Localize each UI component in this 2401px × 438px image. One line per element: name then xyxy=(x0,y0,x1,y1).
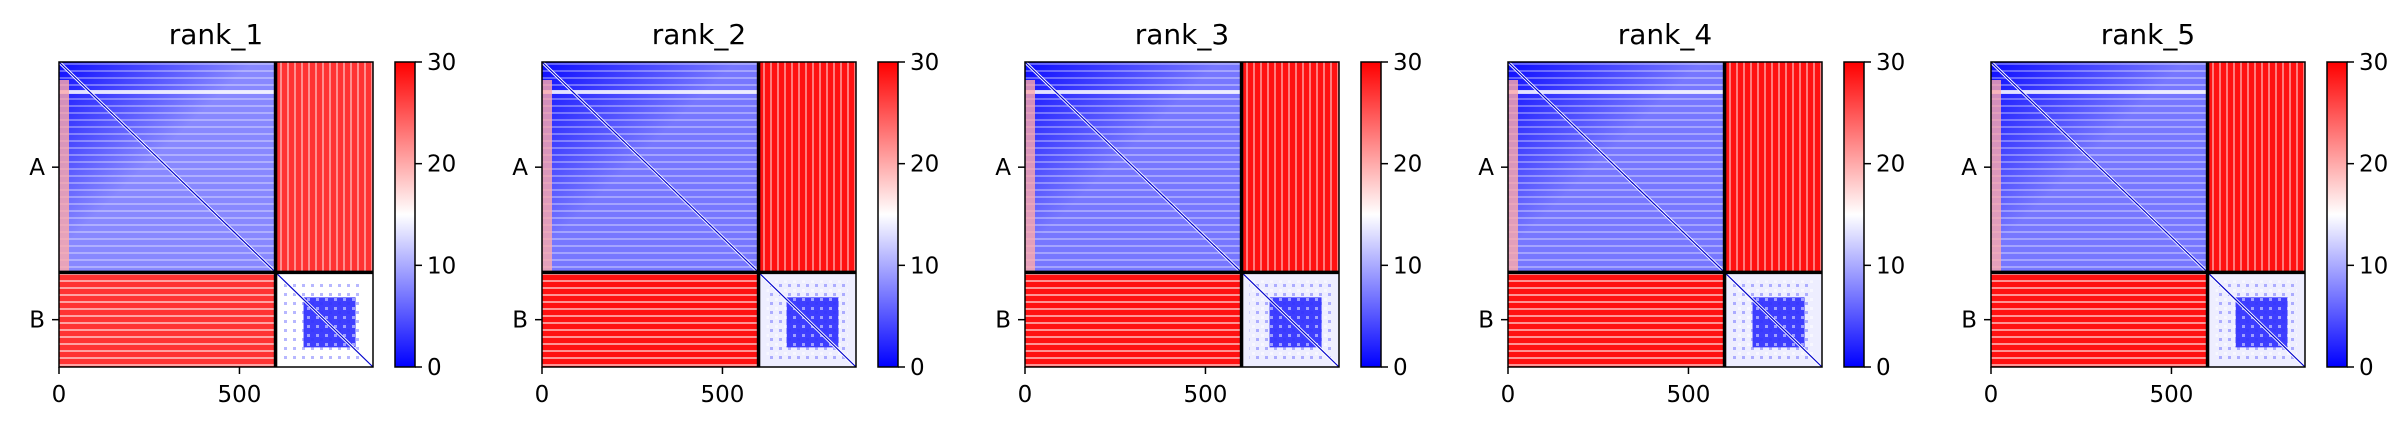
colorbar-frame xyxy=(394,61,416,368)
x-tick-label-0: 0 xyxy=(1501,382,1516,408)
plot-frame xyxy=(1507,61,1823,368)
x-tick-label-500: 500 xyxy=(2150,382,2194,408)
colorbar-tick-label-30: 30 xyxy=(2359,50,2388,76)
colorbar-tick-label-0: 0 xyxy=(1876,355,1891,381)
colorbar xyxy=(1361,62,1381,367)
colorbar-tick-label-20: 20 xyxy=(1393,152,1422,178)
panel-title: rank_1 xyxy=(169,18,263,51)
plot-frame xyxy=(541,61,857,368)
x-tick-label-500: 500 xyxy=(1184,382,1228,408)
block-a-a-band xyxy=(542,90,759,94)
colorbar-tick-label-30: 30 xyxy=(427,50,456,76)
colorbar xyxy=(878,62,898,367)
block-a-a-band xyxy=(59,90,276,94)
colorbar-tick-label-10: 10 xyxy=(1876,253,1905,279)
colorbar xyxy=(395,62,415,367)
diagonal-core xyxy=(1990,61,2306,368)
colorbar-tick-label-20: 20 xyxy=(427,152,456,178)
block-b-a-texture xyxy=(59,272,276,367)
block-a-a-edge xyxy=(1991,80,2001,273)
diagonal-core xyxy=(541,61,857,368)
block-a-a-band xyxy=(1025,90,1242,94)
y-tick-label-A: A xyxy=(1961,155,1977,181)
block-a-b-texture xyxy=(1724,62,1822,273)
colorbar xyxy=(2327,62,2347,367)
block-a-b-texture xyxy=(1241,62,1339,273)
block-a-b-texture xyxy=(758,62,856,273)
pae-panel-4: rank_4 A B 0 500 0 10 20 30 xyxy=(1478,18,1905,408)
panel-title: rank_2 xyxy=(652,18,746,51)
plot-frame xyxy=(1990,61,2306,368)
block-a-a-edge xyxy=(1025,80,1035,273)
colorbar-tick-label-0: 0 xyxy=(910,355,925,381)
colorbar-tick-label-30: 30 xyxy=(910,50,939,76)
x-tick-label-0: 0 xyxy=(1018,382,1033,408)
panel-title: rank_3 xyxy=(1135,18,1229,51)
panel-title: rank_4 xyxy=(1618,18,1712,51)
colorbar-tick-label-20: 20 xyxy=(910,152,939,178)
block-b-a-texture xyxy=(1508,272,1725,367)
pae-panel-3: rank_3 A B 0 500 0 10 20 30 xyxy=(995,18,1422,408)
block-a-a-edge xyxy=(59,80,69,273)
colorbar xyxy=(1844,62,1864,367)
plot-frame xyxy=(1024,61,1340,368)
colorbar-tick-label-10: 10 xyxy=(1393,253,1422,279)
plot-frame xyxy=(58,61,374,368)
block-a-a-edge xyxy=(1508,80,1518,273)
colorbar-tick-label-10: 10 xyxy=(2359,253,2388,279)
colorbar-frame xyxy=(1360,61,1382,368)
diagonal-core xyxy=(1507,61,1823,368)
block-b-a-texture xyxy=(542,272,759,367)
block-a-a-edge xyxy=(542,80,552,273)
block-a-a-band xyxy=(1991,90,2208,94)
colorbar-tick-label-0: 0 xyxy=(1393,355,1408,381)
colorbar-frame xyxy=(1843,61,1865,368)
x-tick-label-500: 500 xyxy=(701,382,745,408)
x-tick-label-500: 500 xyxy=(218,382,262,408)
colorbar-tick-label-20: 20 xyxy=(2359,152,2388,178)
colorbar-tick-label-10: 10 xyxy=(427,253,456,279)
colorbar-tick-label-0: 0 xyxy=(2359,355,2374,381)
x-tick-label-0: 0 xyxy=(52,382,67,408)
y-tick-label-A: A xyxy=(512,155,528,181)
y-tick-label-A: A xyxy=(995,155,1011,181)
colorbar-tick-label-0: 0 xyxy=(427,355,442,381)
y-tick-label-A: A xyxy=(29,155,45,181)
colorbar-frame xyxy=(2326,61,2348,368)
colorbar-frame xyxy=(877,61,899,368)
block-b-a-texture xyxy=(1991,272,2208,367)
x-tick-label-0: 0 xyxy=(1984,382,1999,408)
x-tick-label-500: 500 xyxy=(1667,382,1711,408)
y-tick-label-B: B xyxy=(512,308,528,334)
block-a-b-texture xyxy=(2207,62,2305,273)
pae-panel-1: rank_1 A B 0 500 0 10 20 30 xyxy=(29,18,456,408)
colorbar-tick-label-30: 30 xyxy=(1393,50,1422,76)
diagonal-core xyxy=(58,61,374,368)
y-tick-label-B: B xyxy=(995,308,1011,334)
y-tick-label-B: B xyxy=(1961,308,1977,334)
y-tick-label-B: B xyxy=(29,308,45,334)
block-a-b-texture xyxy=(275,62,373,273)
block-a-a-band xyxy=(1508,90,1725,94)
colorbar-tick-label-10: 10 xyxy=(910,253,939,279)
pae-panel-5: rank_5 A B 0 500 0 10 20 30 xyxy=(1961,18,2388,408)
block-b-a-texture xyxy=(1025,272,1242,367)
y-tick-label-A: A xyxy=(1478,155,1494,181)
x-tick-label-0: 0 xyxy=(535,382,550,408)
colorbar-tick-label-30: 30 xyxy=(1876,50,1905,76)
pae-panel-2: rank_2 A B 0 500 0 10 20 30 xyxy=(512,18,939,408)
panel-title: rank_5 xyxy=(2101,18,2195,51)
y-tick-label-B: B xyxy=(1478,308,1494,334)
colorbar-tick-label-20: 20 xyxy=(1876,152,1905,178)
diagonal-core xyxy=(1024,61,1340,368)
